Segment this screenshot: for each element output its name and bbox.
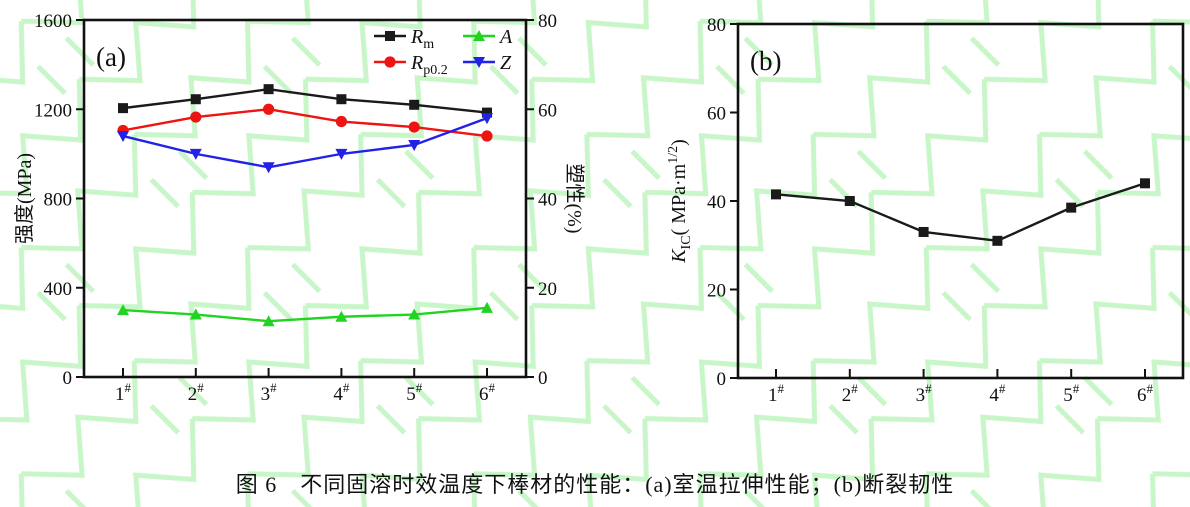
chart-b-fracture-toughness: 0 20 40 60 80 1# 2# 3# 4# 5# 6# (b) KIC( MPa·m1/2) <box>666 15 1185 406</box>
svg-text:20: 20 <box>707 281 726 302</box>
svg-text:80: 80 <box>538 11 557 32</box>
svg-text:4#: 4# <box>333 380 350 405</box>
svg-text:Rm: Rm <box>410 26 434 52</box>
series-Z <box>117 113 493 174</box>
svg-text:20: 20 <box>538 279 557 300</box>
svg-text:1200: 1200 <box>34 100 72 121</box>
svg-text:6#: 6# <box>1137 381 1154 406</box>
figure-caption: 图 6 不同固溶时效温度下棒材的性能：(a)室温拉伸性能；(b)断裂韧性 <box>235 472 955 497</box>
svg-text:A: A <box>498 26 513 48</box>
series-A <box>117 301 493 327</box>
svg-text:40: 40 <box>538 190 557 211</box>
y-axis-left: 0 400 800 1200 1600 <box>34 11 84 389</box>
svg-text:KIC( MPa·m1/2): KIC( MPa·m1/2) <box>666 139 694 264</box>
svg-text:1#: 1# <box>115 380 132 405</box>
svg-text:5#: 5# <box>1063 381 1080 406</box>
svg-text:3#: 3# <box>916 381 933 406</box>
svg-text:塑性(%): 塑性(%) <box>563 164 586 234</box>
y-axis-right: 0 20 40 60 80 <box>526 11 557 389</box>
y-axis-left: 0 20 40 60 80 <box>707 15 738 390</box>
svg-text:2#: 2# <box>842 381 859 406</box>
series-KIC <box>771 178 1150 246</box>
chart-a-tensile-properties: 0 400 800 1200 1600 0 20 40 60 80 1# 2# 3# 4# 5# 6# (a) 强… <box>13 11 586 405</box>
svg-text:Z: Z <box>500 52 512 74</box>
x-axis: 1# 2# 3# 4# 5# 6# <box>768 369 1154 406</box>
svg-text:0: 0 <box>63 368 73 389</box>
svg-text:400: 400 <box>44 279 73 300</box>
x-axis: 1# 2# 3# 4# 5# 6# <box>115 368 496 405</box>
series-Rm <box>118 84 492 118</box>
svg-text:5#: 5# <box>406 380 423 405</box>
panel-label: (b) <box>750 46 781 76</box>
svg-text:4#: 4# <box>989 381 1006 406</box>
svg-text:80: 80 <box>707 15 726 36</box>
svg-text:1#: 1# <box>768 381 785 406</box>
svg-text:0: 0 <box>538 368 548 389</box>
svg-text:60: 60 <box>707 104 726 125</box>
svg-text:0: 0 <box>717 369 727 390</box>
svg-text:强度(MPa): 强度(MPa) <box>13 153 36 244</box>
svg-text:6#: 6# <box>479 380 496 405</box>
svg-text:3#: 3# <box>261 380 278 405</box>
svg-text:60: 60 <box>538 100 557 121</box>
plot-frame <box>82 18 528 379</box>
panel-label: (a) <box>96 42 126 72</box>
plot-frame <box>736 22 1185 380</box>
svg-text:40: 40 <box>707 192 726 213</box>
svg-text:2#: 2# <box>188 380 205 405</box>
svg-text:800: 800 <box>44 190 73 211</box>
svg-text:1600: 1600 <box>34 11 72 32</box>
svg-text:Rp0.2: Rp0.2 <box>410 52 448 78</box>
